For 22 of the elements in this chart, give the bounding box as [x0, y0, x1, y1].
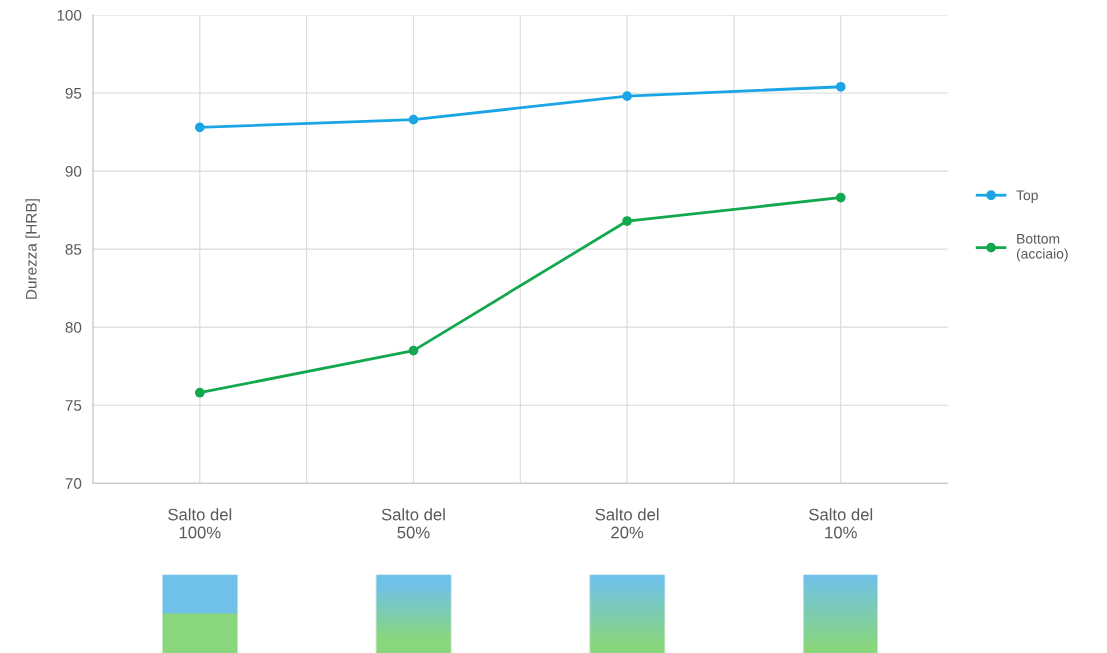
y-tick-label: 70 — [65, 478, 82, 489]
x-tick-label: Salto del 20% — [595, 508, 659, 539]
point — [835, 192, 846, 203]
y-tick-label: 100 — [57, 9, 82, 21]
x-tick-label: Salto del 100% — [168, 508, 232, 539]
point — [835, 81, 846, 92]
x-tick-label: Salto del 50% — [381, 508, 445, 539]
point — [622, 91, 632, 102]
y-tick-label: 90 — [65, 165, 82, 177]
legend-label: Top — [1016, 190, 1038, 203]
point — [408, 345, 419, 356]
point — [194, 387, 205, 398]
point — [408, 114, 419, 125]
y-tick-label: 85 — [65, 243, 82, 255]
y-tick-label: 95 — [65, 87, 82, 99]
y-tick-label: 75 — [65, 400, 82, 411]
y-axis-title: Durezza [HRB] — [25, 199, 40, 299]
point — [194, 122, 205, 133]
y-tick-label: 80 — [65, 322, 82, 333]
legend-label: Bottom (acciaio) — [1016, 234, 1068, 262]
x-tick-label: Salto del 10% — [809, 508, 873, 539]
point — [622, 216, 632, 226]
